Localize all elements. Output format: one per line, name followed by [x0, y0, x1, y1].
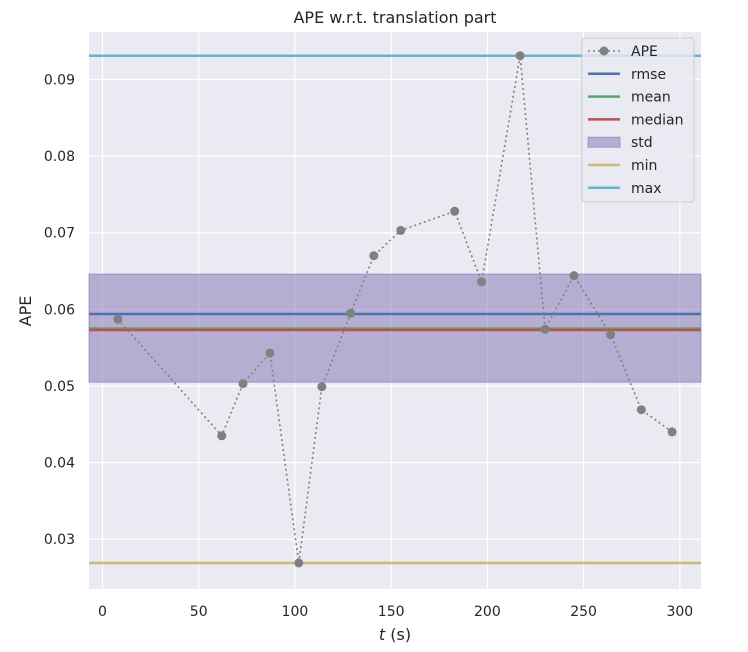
ape-data-point	[515, 51, 525, 61]
legend-label: max	[631, 181, 662, 197]
ape-data-point	[477, 277, 487, 287]
ape-data-point	[294, 558, 304, 568]
y-tick-label: 0.09	[44, 73, 75, 89]
ape-data-point	[667, 427, 677, 437]
ape-data-point	[569, 271, 579, 281]
x-tick-label: 50	[190, 604, 208, 620]
legend-label: mean	[631, 90, 671, 106]
y-tick-label: 0.05	[44, 379, 75, 395]
series-group	[113, 51, 677, 568]
y-axis-label: APE	[16, 296, 35, 327]
y-tick-label: 0.07	[44, 226, 75, 242]
x-tick-label: 200	[474, 604, 501, 620]
y-tick-label: 0.03	[44, 532, 75, 548]
legend: APE rmse mean median std min max	[581, 37, 695, 203]
x-tick-label: 0	[98, 604, 107, 620]
ape-data-point	[606, 330, 616, 340]
x-axis-label: t (s)	[379, 625, 411, 644]
legend-label: median	[631, 112, 683, 128]
ape-data-point	[450, 206, 460, 216]
x-tick-label: 150	[378, 604, 405, 620]
x-tick-label: 250	[570, 604, 597, 620]
legend-label: min	[631, 158, 657, 174]
ape-data-point	[369, 251, 379, 261]
ape-data-point	[636, 405, 646, 415]
ape-data-point	[346, 308, 356, 318]
ape-data-point	[217, 431, 227, 441]
ape-data-point	[238, 379, 248, 389]
ape-data-point	[396, 225, 406, 235]
x-tick-label: 100	[282, 604, 309, 620]
x-axis-label-var: t	[379, 625, 386, 644]
ape-data-point	[317, 382, 327, 392]
legend-label: std	[631, 135, 653, 151]
ape-data-point	[113, 314, 123, 324]
ape-data-point	[265, 348, 275, 358]
y-tick-labels: 0.03 0.04 0.05 0.06 0.07 0.08 0.09	[44, 73, 75, 549]
chart-title: APE w.r.t. translation part	[293, 8, 496, 27]
x-axis-label-unit: (s)	[385, 625, 411, 644]
legend-label: APE	[631, 44, 658, 60]
y-tick-label: 0.06	[44, 302, 75, 318]
legend-std-swatch	[587, 136, 621, 148]
x-tick-label: 300	[666, 604, 693, 620]
ape-data-point	[540, 324, 550, 334]
x-tick-labels: 0 50 100 150 200 250 300	[98, 604, 693, 620]
y-tick-label: 0.04	[44, 456, 75, 472]
legend-ape-marker-swatch	[599, 46, 609, 56]
legend-box	[581, 37, 695, 203]
y-tick-label: 0.08	[44, 149, 75, 165]
legend-label: rmse	[631, 67, 666, 83]
